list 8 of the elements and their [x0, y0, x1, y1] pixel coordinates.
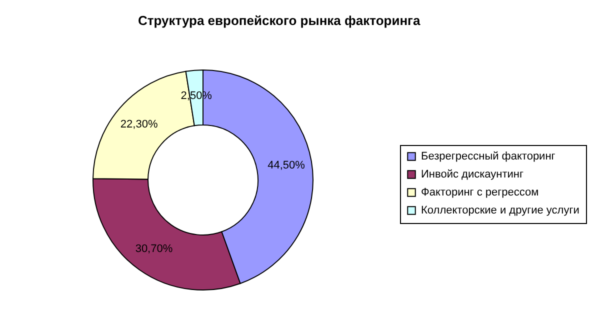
legend-label: Инвойс дискаунтинг	[421, 168, 524, 180]
chart-title: Структура европейского рынка факторинга	[138, 13, 421, 28]
data-label: 30,70%	[135, 242, 173, 255]
legend-label: Факторинг с регрессом	[421, 186, 539, 198]
legend-label: Безрегрессный факторинг	[421, 150, 556, 162]
data-label: 44,50%	[268, 159, 306, 172]
legend-label: Коллекторские и другие услуги	[421, 204, 580, 216]
data-label: 22,30%	[120, 118, 158, 131]
